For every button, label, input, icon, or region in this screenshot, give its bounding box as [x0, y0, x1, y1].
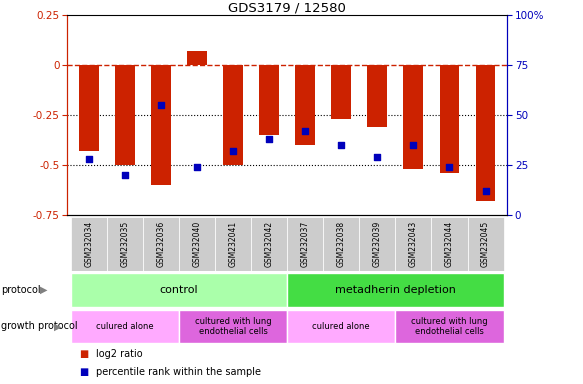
Text: growth protocol: growth protocol: [1, 321, 78, 331]
Title: GDS3179 / 12580: GDS3179 / 12580: [228, 1, 346, 14]
Text: GSM232041: GSM232041: [229, 221, 237, 267]
Point: [481, 188, 490, 194]
Text: GSM232042: GSM232042: [265, 221, 273, 267]
Bar: [395, 217, 431, 271]
Bar: [115, 65, 135, 165]
Text: GSM232035: GSM232035: [120, 221, 129, 267]
Text: ■: ■: [79, 366, 88, 377]
Text: cultured with lung
endothelial cells: cultured with lung endothelial cells: [195, 317, 271, 336]
Bar: [187, 51, 207, 65]
Point: [409, 142, 418, 148]
Text: GSM232044: GSM232044: [445, 221, 454, 267]
Bar: [403, 65, 423, 169]
Point: [84, 156, 93, 162]
Bar: [440, 65, 459, 173]
Text: culured alone: culured alone: [312, 322, 370, 331]
Point: [445, 164, 454, 170]
Bar: [107, 217, 143, 271]
Bar: [179, 310, 287, 343]
Bar: [359, 217, 395, 271]
Bar: [476, 65, 496, 201]
Text: cultured with lung
endothelial cells: cultured with lung endothelial cells: [411, 317, 488, 336]
Bar: [431, 217, 468, 271]
Text: ▶: ▶: [40, 285, 47, 295]
Bar: [331, 65, 351, 119]
Bar: [215, 217, 251, 271]
Bar: [287, 273, 504, 306]
Bar: [151, 65, 171, 185]
Bar: [71, 217, 107, 271]
Text: GSM232037: GSM232037: [301, 221, 310, 267]
Text: GSM232043: GSM232043: [409, 221, 418, 267]
Point: [120, 172, 129, 178]
Text: percentile rank within the sample: percentile rank within the sample: [96, 366, 261, 377]
Bar: [395, 310, 504, 343]
Bar: [259, 65, 279, 135]
Text: GSM232038: GSM232038: [337, 221, 346, 267]
Text: ▶: ▶: [54, 321, 62, 331]
Text: metadherin depletion: metadherin depletion: [335, 285, 456, 295]
Bar: [179, 217, 215, 271]
Bar: [468, 217, 504, 271]
Bar: [79, 65, 99, 151]
Bar: [71, 273, 287, 306]
Point: [156, 102, 166, 108]
Text: protocol: protocol: [1, 285, 41, 295]
Text: ■: ■: [79, 349, 88, 359]
Bar: [295, 65, 315, 145]
Point: [229, 148, 238, 154]
Bar: [287, 310, 395, 343]
Text: control: control: [160, 285, 198, 295]
Bar: [251, 217, 287, 271]
Bar: [223, 65, 243, 165]
Text: log2 ratio: log2 ratio: [96, 349, 143, 359]
Bar: [323, 217, 359, 271]
Bar: [143, 217, 179, 271]
Bar: [71, 310, 179, 343]
Text: GSM232034: GSM232034: [84, 221, 93, 267]
Text: GSM232036: GSM232036: [156, 221, 166, 267]
Point: [265, 136, 274, 142]
Bar: [287, 217, 323, 271]
Bar: [367, 65, 387, 127]
Text: GSM232040: GSM232040: [192, 221, 202, 267]
Text: GSM232039: GSM232039: [373, 221, 382, 267]
Point: [336, 142, 346, 148]
Point: [300, 128, 310, 134]
Point: [373, 154, 382, 160]
Text: GSM232045: GSM232045: [481, 221, 490, 267]
Point: [192, 164, 202, 170]
Text: culured alone: culured alone: [96, 322, 153, 331]
